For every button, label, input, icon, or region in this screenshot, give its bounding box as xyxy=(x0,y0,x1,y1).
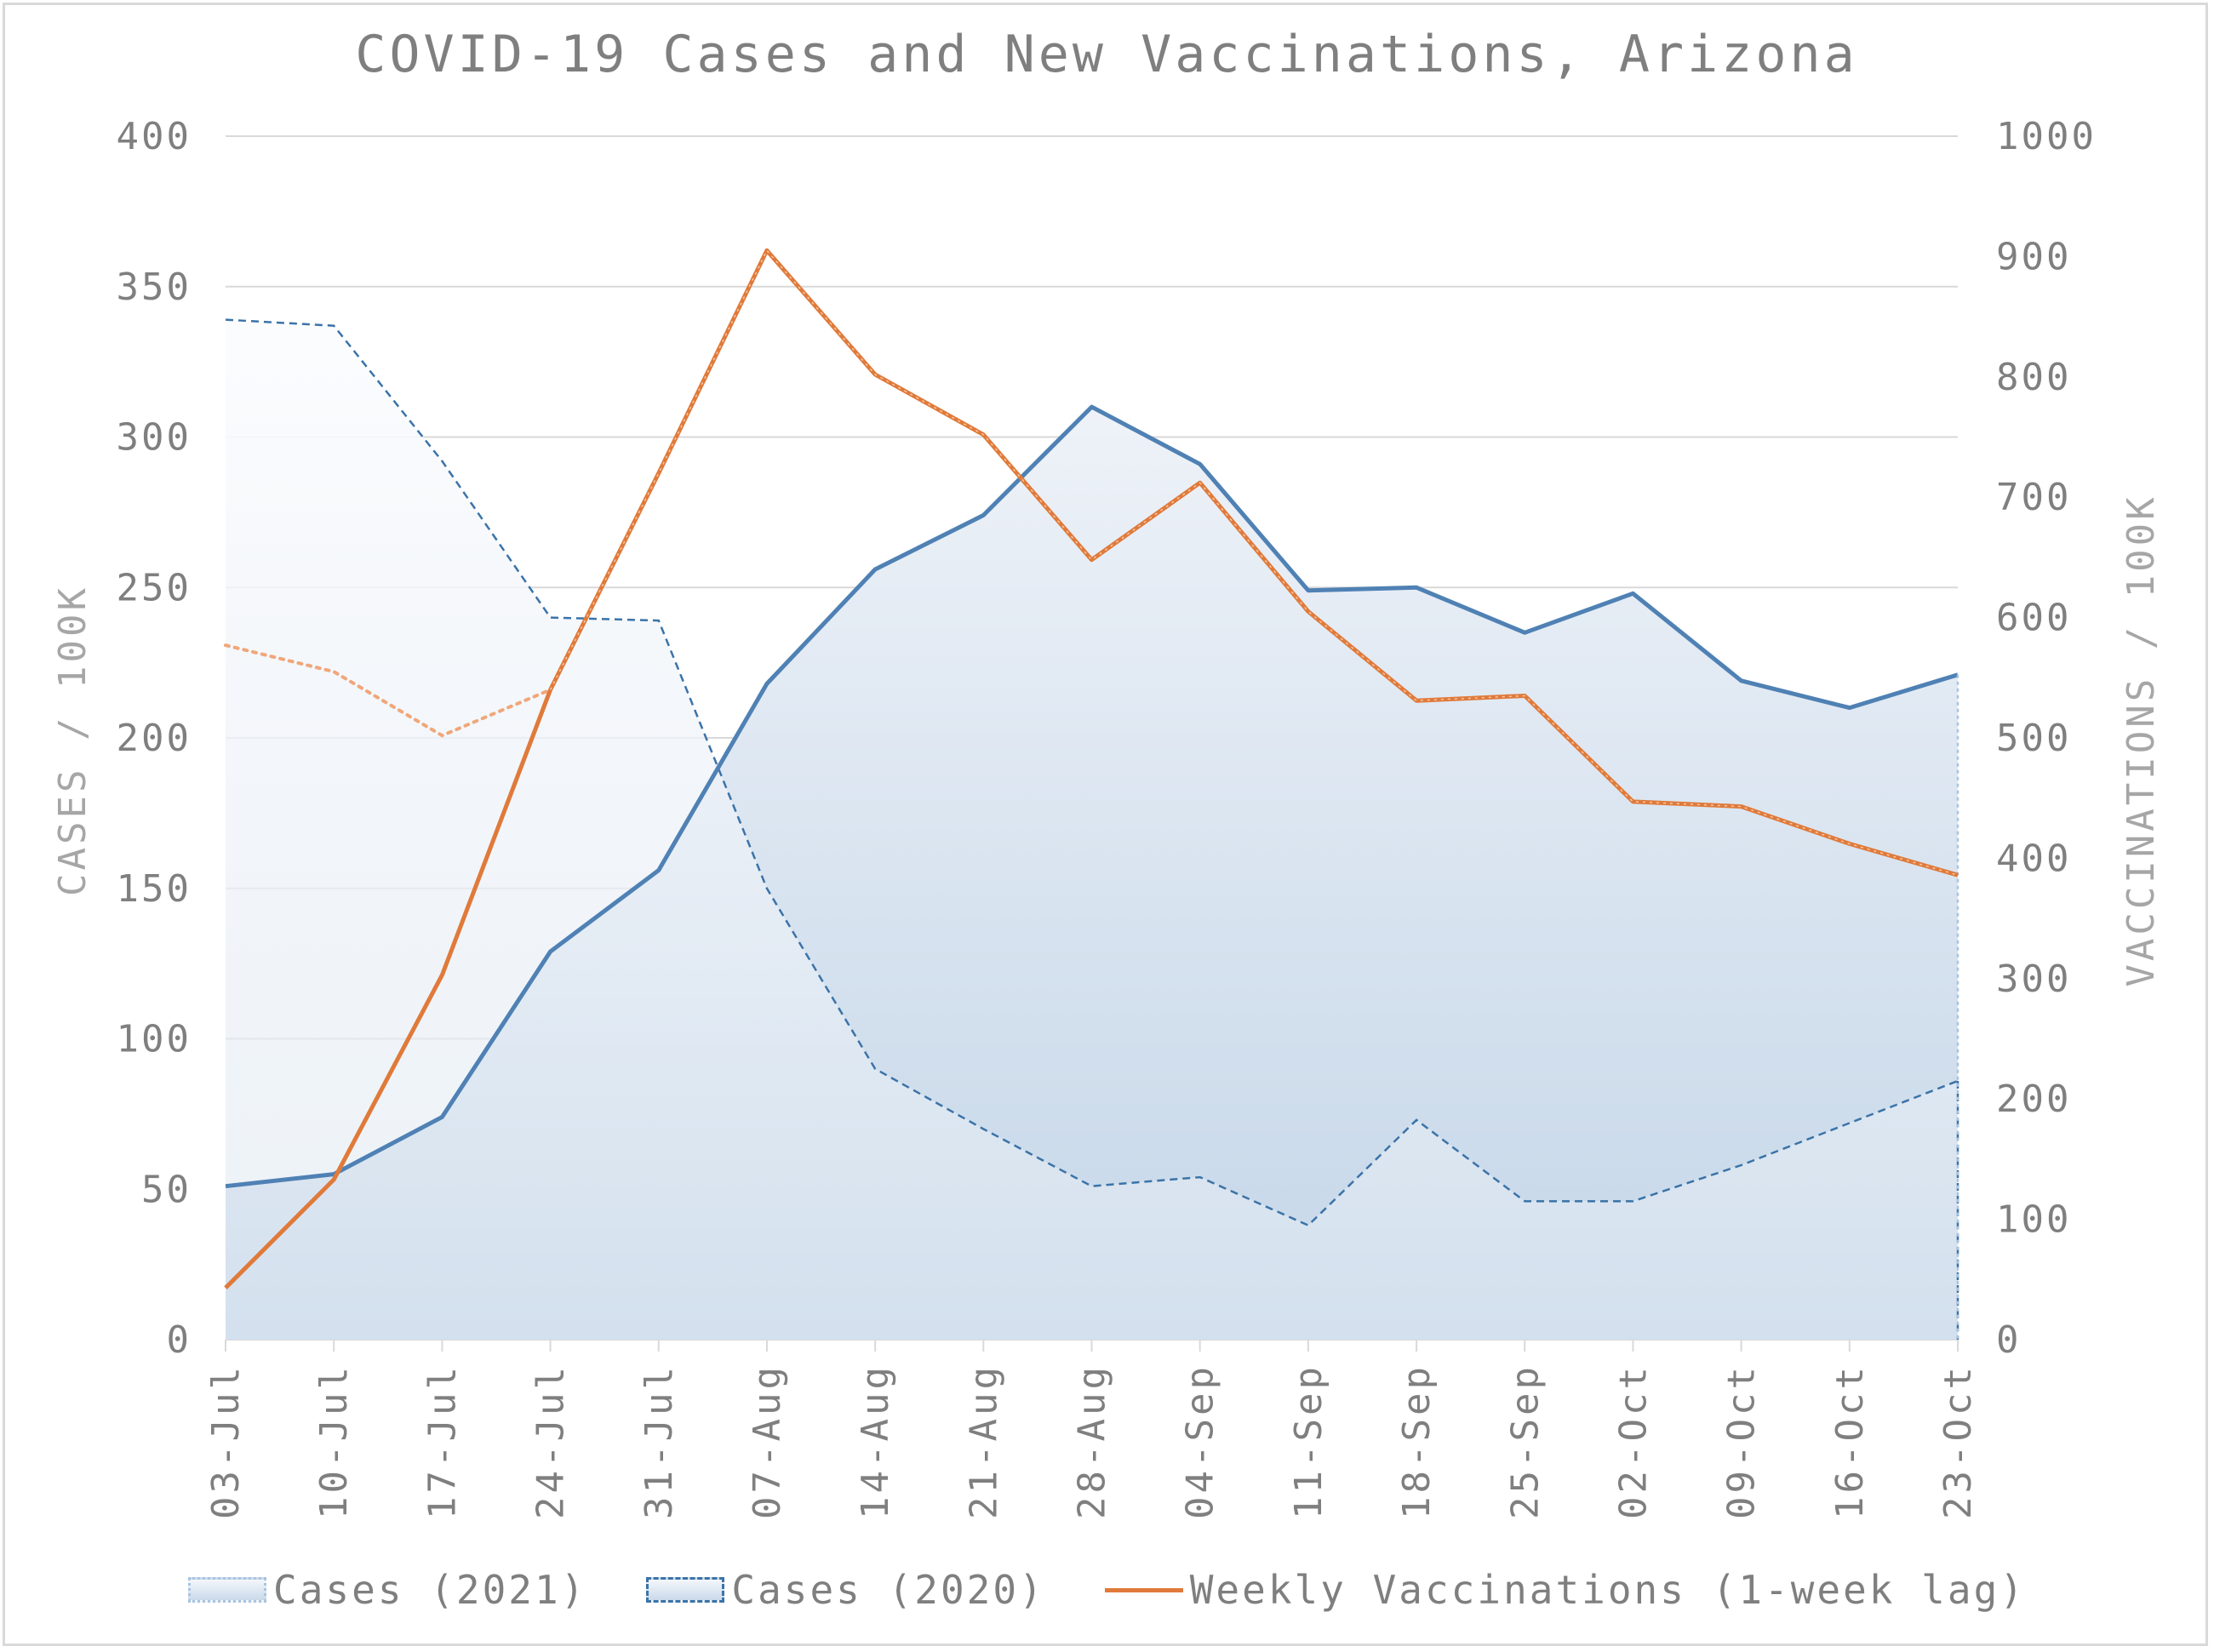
y2-tick-label: 800 xyxy=(1996,356,2071,399)
x-tick-label: 03-Jul xyxy=(204,1363,248,1519)
x-tick-label: 24-Jul xyxy=(529,1363,573,1519)
y-tick-label: 300 xyxy=(117,416,192,460)
y-tick-label: 250 xyxy=(117,566,192,609)
legend-swatch-cases-2020 xyxy=(646,1577,725,1603)
y2-axis-label: VACCINATIONS / 100K xyxy=(2120,494,2163,986)
y-tick-label: 150 xyxy=(117,867,192,911)
legend-label-cases-2021: Cases (2021) xyxy=(273,1567,587,1613)
y2-tick-label: 0 xyxy=(1996,1318,2022,1362)
y2-tick-label: 100 xyxy=(1996,1198,2071,1242)
x-tick-label: 23-Oct xyxy=(1937,1363,1980,1519)
x-tick-label: 04-Sep xyxy=(1179,1363,1222,1519)
x-tick-label: 21-Aug xyxy=(962,1363,1005,1519)
x-tick-label: 31-Jul xyxy=(638,1363,681,1519)
cases-2020-area xyxy=(226,319,1958,1340)
legend-swatch-cases-2021 xyxy=(188,1577,267,1603)
y2-tick-label: 1000 xyxy=(1996,115,2097,158)
x-tick-label: 16-Oct xyxy=(1828,1363,1872,1519)
cases-2020-line xyxy=(225,318,1959,1227)
vaccinations-dotted-line xyxy=(224,643,552,738)
y-axis-label: CASES / 100K xyxy=(51,585,94,896)
tick-labels: 0 50 100 150 200 250 300 350 400 0 100 200 300 400 500… xyxy=(117,115,2097,1519)
x-tick-label: 09-Oct xyxy=(1720,1363,1764,1519)
y2-tick-label: 600 xyxy=(1996,597,2071,640)
x-tick-label: 07-Aug xyxy=(746,1363,789,1519)
legend: Cases (2021) Cases (2020) Weekly Vaccina… xyxy=(0,1564,2214,1615)
line-series xyxy=(224,248,1959,1340)
x-tick-label: 25-Sep xyxy=(1503,1363,1547,1519)
area-series xyxy=(226,319,1958,1340)
legend-item-cases-2020[interactable]: Cases (2020) xyxy=(646,1567,1044,1613)
y-tick-label: 350 xyxy=(117,266,192,309)
x-tick-label: 02-Oct xyxy=(1611,1363,1655,1519)
y-tick-label: 0 xyxy=(167,1318,192,1362)
vaccinations-line xyxy=(224,248,1959,1289)
y2-tick-label: 700 xyxy=(1996,476,2071,519)
x-tick-label: 14-Aug xyxy=(854,1363,897,1519)
y2-tick-label: 500 xyxy=(1996,717,2071,760)
cases-2021-line xyxy=(225,404,1959,1189)
legend-swatch-vaccinations xyxy=(1104,1587,1183,1592)
y-tick-label: 200 xyxy=(117,717,192,760)
legend-item-cases-2021[interactable]: Cases (2021) xyxy=(188,1567,586,1613)
x-tick-label: 17-Jul xyxy=(420,1363,464,1519)
y2-tick-label: 300 xyxy=(1996,957,2071,1001)
legend-item-vaccinations[interactable]: Weekly Vaccinations (1-week lag) xyxy=(1104,1567,2026,1613)
x-tick-label: 11-Sep xyxy=(1287,1363,1330,1519)
y2-tick-label: 400 xyxy=(1996,837,2071,880)
x-tick-label: 10-Jul xyxy=(312,1363,356,1519)
legend-label-cases-2020: Cases (2020) xyxy=(731,1567,1045,1613)
x-tick-label: 18-Sep xyxy=(1395,1363,1439,1519)
legend-label-vaccinations: Weekly Vaccinations (1-week lag) xyxy=(1189,1567,2026,1613)
x-tick-label: 28-Aug xyxy=(1071,1363,1114,1519)
chart-title: COVID-19 Cases and New Vaccinations, Ari… xyxy=(355,25,1857,84)
y-tick-label: 50 xyxy=(141,1168,192,1211)
y-tick-label: 100 xyxy=(117,1018,192,1061)
y2-tick-label: 900 xyxy=(1996,235,2071,278)
y2-tick-label: 200 xyxy=(1996,1078,2071,1121)
y-tick-label: 400 xyxy=(117,115,192,158)
